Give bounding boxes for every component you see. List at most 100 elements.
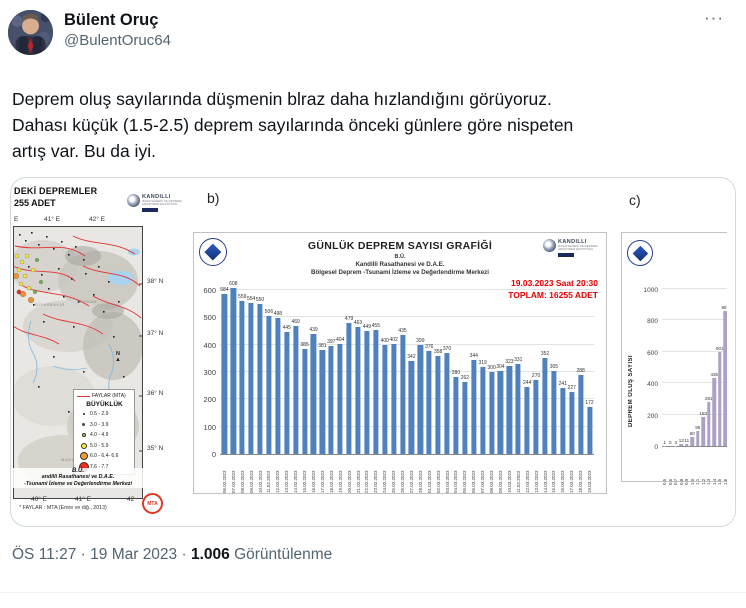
bar-slot: 60 [690,290,696,446]
avatar[interactable] [8,10,53,55]
user-names: Bülent Oruç @BulentOruc64 [64,10,171,51]
kandilli-logo-box [558,252,574,257]
bar-value-label: 469 [291,318,300,325]
display-name[interactable]: Bülent Oruç [64,11,159,29]
chart-b-y-axis: 0 100 200 300 400 500 600 [194,233,218,459]
legend-entry: 5.0 - 5.9 [77,441,132,452]
longitude-label: 41° E [44,216,60,223]
bar-slot: 300 [487,233,496,454]
bar-value-label: 463 [353,320,363,327]
x-tick-label: 18.03.2023 [578,470,584,493]
user-handle[interactable]: @BulentOruc64 [64,32,171,49]
bar-value-label: 172 [585,400,594,406]
bar-value-label: 601 [715,345,724,351]
daily-count-bar [284,332,290,454]
bar-value-label: 331 [514,356,523,363]
bar-value-label: 288 [576,368,585,375]
legend-entry: 0.5 - 2.9 [77,409,132,420]
y-tick-label: 0 [211,450,216,459]
bar-value-label: 300 [487,365,496,371]
magnitude-dot-icon [79,452,88,461]
bar-value-label: 385 [300,341,309,348]
bar-slot: 376 [425,233,434,454]
bar-value-label: 60 [689,430,695,436]
legend-entry-label: 0.5 - 2.9 [90,411,109,418]
gridline [662,319,735,321]
bar-slot: 1 [662,290,668,446]
bar-value-label: 559 [238,294,247,301]
bar-value-label: 358 [433,349,443,356]
x-tick-label: 01.03.2023 [426,470,432,493]
daily-count-bar [364,331,370,454]
x-tick-label: 02.03.2023 [435,470,441,493]
longitude-label: 41° E [75,496,91,503]
bar-slot: 227 [567,233,576,454]
daily-count-bar [266,315,272,454]
city-label: DİYARBAKIR [35,302,65,307]
bar-slot: 404 [336,233,345,454]
view-count[interactable]: 1.006 [190,546,230,563]
daily-count-bar [524,387,530,454]
bar-slot: 262 [460,233,469,454]
bar-slot: 559 [238,233,247,454]
gridline [662,382,735,384]
bar-slot: 352 [541,233,550,454]
daily-count-bar [391,344,397,454]
chart-b-x-axis: 06.02.2023 07.02.2023 08.02.2023 09.02.2023… [220,456,594,493]
bar-value-label: 280 [451,370,461,377]
daily-count-bar [471,359,477,454]
x-tick-label: 16.03.2023 [560,470,566,493]
dot-separator: · [181,546,187,563]
daily-count-bar [453,377,459,454]
y-tick-label: 800 [647,318,658,326]
x-tick-label: 11.02.2023 [266,470,272,493]
gridline [220,398,594,400]
magnitude-count-bar [712,377,716,446]
bar-slot: 344 [469,233,478,454]
x-tick-label: 14.03.2023 [542,470,548,493]
kandilli-logo-text: KANDILLI [142,194,171,200]
bar-value-label: 445 [282,325,291,332]
daily-count-bar [293,325,299,454]
magnitude-count-bar [679,443,683,446]
bar-value-label: 270 [531,373,541,380]
x-tick-label: 27.02.2023 [408,470,414,493]
x-tick-label: 10.03.2023 [506,470,512,493]
magnitude-dot-icon [81,433,86,438]
bar-value-label: 95 [695,425,701,431]
x-tick-label: 17.02.2023 [319,470,325,493]
x-tick-label: 09.03.2023 [497,470,503,493]
daily-count-bar [346,323,352,454]
x-tick-label: 16.02.2023 [310,470,316,493]
magnitude-dot-icon [82,423,85,427]
more-options-button[interactable]: ··· [704,8,724,27]
legend-entry: 6.0 - 6.4- 6.6 [77,451,132,462]
map-credits: B.Ü. andilli Rasathanesi ve D.A.E. -Tsun… [13,468,143,488]
panel-b-label: b) [207,190,220,206]
map-panel: DEKİ DEPREMLER 255 ADET KANDILLI RASATHA… [11,178,183,526]
daily-count-bar [542,357,548,454]
bar-value-label: 397 [327,338,336,345]
x-tick-label: 28.02.2023 [417,470,423,493]
legend-entry-label: 4.0 - 4.9 [90,432,109,439]
bar-value-label: 319 [478,359,487,366]
bar-slot: 172 [585,233,594,454]
magnitude-count-bar [707,401,711,446]
bar-slot: 270 [532,233,541,454]
daily-count-bar [239,301,245,454]
bar-slot: 319 [478,233,487,454]
x-tick-label: 21.02.2023 [355,470,361,493]
bar-slot: 449 [362,233,371,454]
daily-count-bar [578,375,584,454]
chart-c-y-axis: 0 200 400 600 800 1000 [638,287,660,451]
bar-value-label: 584 [220,287,229,294]
mta-logo-text: MTA [147,500,158,507]
tweet-media-card[interactable]: DEKİ DEPREMLER 255 ADET KANDILLI RASATHA… [10,177,736,527]
daily-count-bar [248,302,254,454]
report-datetime: 19.03.2023 Saat 20:30 [511,278,598,288]
map-count: 255 ADET [14,198,56,208]
x-tick-label: 22.02.2023 [364,470,370,493]
legend-dot-cell [77,413,90,416]
x-tick-label: 08.03.2023 [489,470,495,493]
